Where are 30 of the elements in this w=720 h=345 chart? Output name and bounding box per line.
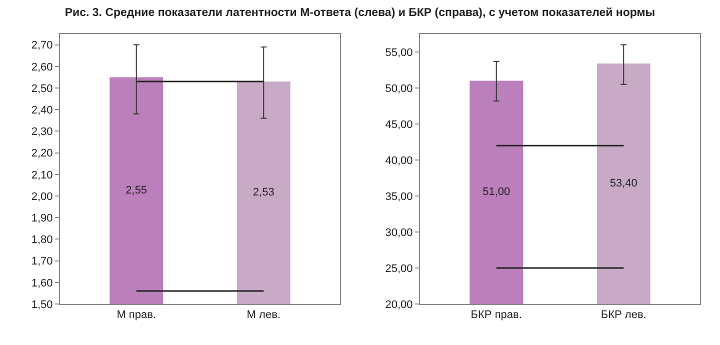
y-tick-label: 1,60 [31,277,53,290]
y-tick-label: 45,00 [385,118,413,131]
y-tick-label: 30,00 [385,226,413,239]
data-label: 2,55 [126,184,148,196]
y-tick-label: 2,20 [31,148,53,160]
y-tick-label: 2,10 [31,169,53,182]
y-tick-label: 2,30 [31,126,53,138]
data-label: 53,40 [610,178,638,190]
y-tick-label: 1,70 [31,256,53,268]
y-tick-label: 1,50 [31,298,53,311]
y-tick-label: 2,50 [31,82,53,95]
y-tick-label: 2,70 [31,40,53,52]
y-tick-label: 1,90 [31,212,53,224]
chart-title: Рис. 3. Средние показатели латентности М-ответа (слева) и БКР (справа), с учетом показателей нормы [64,6,656,21]
y-tick-label: 2,60 [31,61,53,74]
y-tick-label: 55,00 [385,46,413,59]
y-tick-label: 25,00 [385,262,413,275]
y-tick-label: 1,80 [31,234,53,246]
x-tick-label: М лев. [246,309,280,322]
y-tick-label: 35,00 [385,190,413,203]
x-tick-label: М прав. [116,309,156,322]
data-label: 51,00 [482,186,510,198]
data-label: 2,53 [252,186,274,199]
y-tick-label: 2,00 [31,190,53,203]
y-tick-label: 50,00 [385,82,413,95]
y-tick-label: 40,00 [385,154,413,167]
y-tick-label: 20,00 [385,298,413,311]
x-tick-label: БКР лев. [600,309,646,322]
y-tick-label: 2,40 [31,104,53,116]
x-tick-label: БКР прав. [470,309,522,322]
